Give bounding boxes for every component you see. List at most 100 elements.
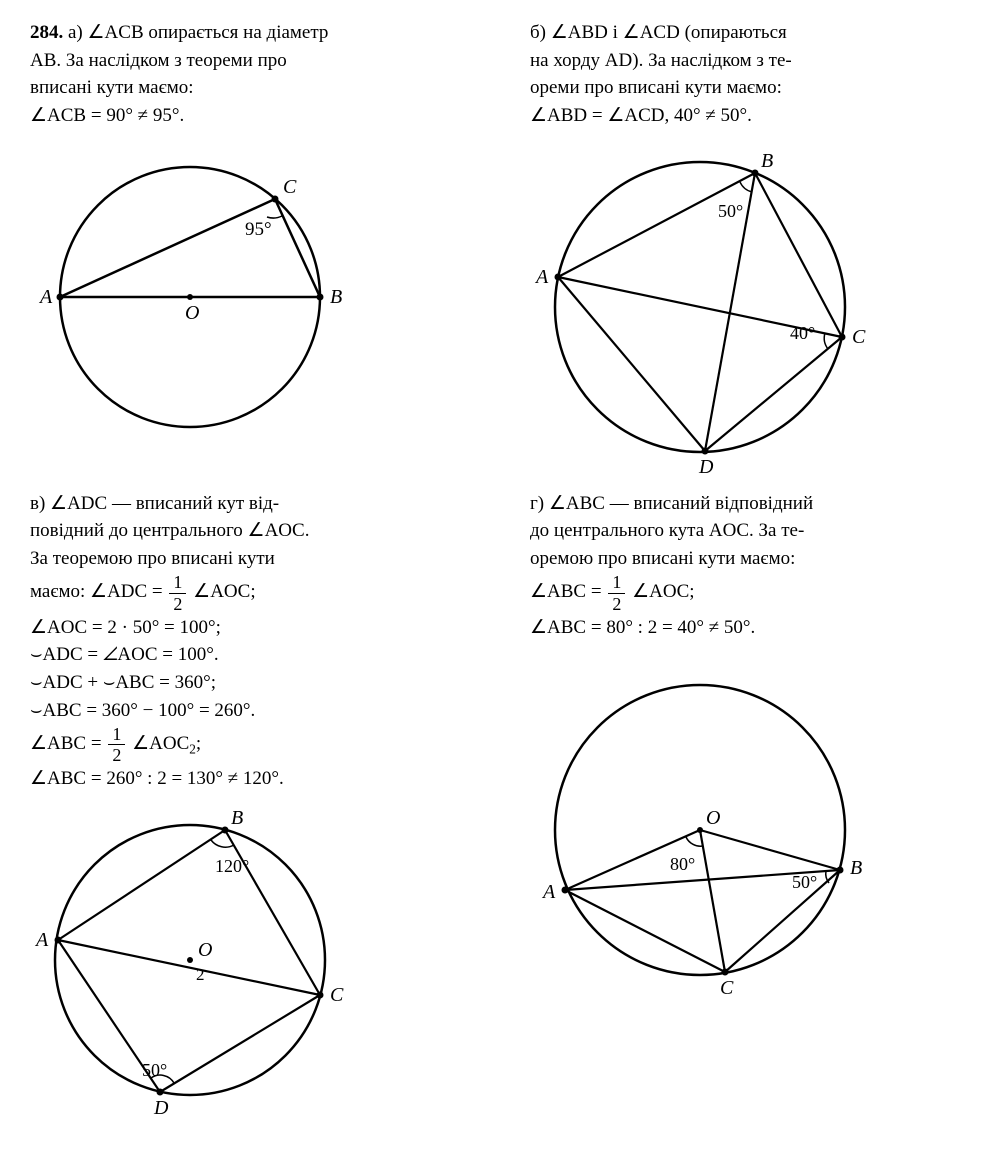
frac-den3: 2 <box>608 594 625 613</box>
b-text4: ∠ABD = ∠ACD, 40° ≠ 50°. <box>530 103 975 129</box>
frac-icon: 12 <box>169 573 186 612</box>
vpt-B <box>222 826 229 833</box>
v-text3: За теоремою про вписані кути <box>30 546 490 572</box>
vlbl-D: D <box>153 1097 169 1119</box>
vlbl-C: C <box>330 984 344 1006</box>
a-text1: а) ∠ACB опирається на діаметр <box>68 22 328 43</box>
pt-B <box>752 169 759 176</box>
vpt-O <box>187 957 193 963</box>
diagram-a-wrap: A B C O 95° <box>30 137 490 437</box>
vlbl-O: O <box>198 939 212 961</box>
point-B <box>317 293 324 300</box>
vpt-C <box>317 991 324 998</box>
sub2: 2 <box>189 742 196 757</box>
a-text4: ∠ACB = 90° ≠ 95°. <box>30 103 490 129</box>
b-BC <box>755 173 842 337</box>
vpt-D <box>157 1088 164 1095</box>
v-text2: повідний до центрального ∠AOC. <box>30 518 490 544</box>
v-text4: маємо: ∠ADC = 12 ∠AOC; <box>30 573 490 612</box>
v-AC <box>58 940 320 995</box>
v-AB <box>58 830 225 940</box>
v-l5: ∠ABC = 12 ∠AOC2; <box>30 725 490 764</box>
v-t4s: ∠AOC; <box>188 581 255 602</box>
v-l1: ∠AOC = 2 · 50° = 100°; <box>30 615 490 641</box>
line-AC <box>60 199 275 297</box>
v-l6: ∠ABC = 260° : 2 = 130° ≠ 120°. <box>30 766 490 792</box>
diagram-g: A B C O 80° 50° <box>530 660 870 1000</box>
pt-C <box>839 333 846 340</box>
b-CD <box>705 337 842 451</box>
lbl-A: A <box>534 266 549 288</box>
a-text3: вписані кути маємо: <box>30 75 490 101</box>
diagram-g-wrap: A B C O 80° 50° <box>530 660 975 1000</box>
label-A: A <box>38 286 53 308</box>
v-l4: ⌣ABC = 360° − 100° = 260°. <box>30 698 490 724</box>
frac-icon-2: 12 <box>108 725 125 764</box>
arc-C40 <box>824 333 828 349</box>
v-l5s: ∠AOC <box>127 733 189 754</box>
glbl-C: C <box>720 977 734 999</box>
ang-40: 40° <box>790 323 815 343</box>
row-v-g: в) ∠ADC — вписаний кут від- повідний до … <box>30 491 975 1134</box>
vang-120: 120° <box>215 856 249 876</box>
vlbl-A: A <box>34 929 49 951</box>
g-l1: ∠ABC = 12 ∠AOC; <box>530 573 975 612</box>
line-BC <box>275 199 320 297</box>
g-BC <box>725 870 840 972</box>
v-l5p: ∠ABC = <box>30 733 106 754</box>
g-text2: до центрального кута AOC. За те- <box>530 518 975 544</box>
frac-num: 1 <box>169 573 186 593</box>
lbl-C: C <box>852 326 866 348</box>
gpt-C <box>722 969 729 976</box>
vlbl-B: B <box>231 807 243 829</box>
g-OC <box>700 830 725 972</box>
g-text1: г) ∠ABC — вписаний відповідний <box>530 491 975 517</box>
frac-den2: 2 <box>108 745 125 764</box>
problem-number: 284. <box>30 22 63 43</box>
col-b: б) ∠ABD і ∠ACD (опираються на хорду AD).… <box>530 20 975 491</box>
arc-B50 <box>740 182 752 192</box>
pt-A <box>555 273 562 280</box>
frac-num2: 1 <box>108 725 125 745</box>
angle-label-95: 95° <box>245 219 272 240</box>
col-v: в) ∠ADC — вписаний кут від- повідний до … <box>30 491 490 1134</box>
col-g: г) ∠ABC — вписаний відповідний до центра… <box>530 491 975 1134</box>
g-l2: ∠ABC = 80° : 2 = 40° ≠ 50°. <box>530 615 975 641</box>
g-text3: оремою про вписані кути маємо: <box>530 546 975 572</box>
row-a-b: 284. а) ∠ACB опирається на діаметр AB. З… <box>30 20 975 491</box>
lbl-D: D <box>698 456 714 477</box>
gpt-O <box>697 827 703 833</box>
label-C: C <box>283 176 297 198</box>
v-l3: ⌣ADC + ⌣ABC = 360°; <box>30 670 490 696</box>
label-B: B <box>330 286 342 308</box>
frac-den: 2 <box>169 594 186 613</box>
gpt-B <box>837 867 844 874</box>
point-O <box>187 294 193 300</box>
ang-50: 50° <box>718 201 743 221</box>
glbl-O: O <box>706 807 720 829</box>
label-O: O <box>185 302 199 324</box>
point-C <box>272 195 279 202</box>
g-OB <box>700 830 840 870</box>
glbl-A: A <box>541 881 556 903</box>
glbl-B: B <box>850 857 862 879</box>
point-A <box>57 293 64 300</box>
angle-arc-C <box>267 216 282 218</box>
frac-icon-3: 12 <box>608 573 625 612</box>
diagram-v: A B C D O 2 120° 50° <box>30 800 350 1120</box>
gang-50: 50° <box>792 872 817 892</box>
gpt-A <box>562 887 569 894</box>
b-text2: на хорду AD). За наслідком з те- <box>530 48 975 74</box>
vpt-A <box>55 936 62 943</box>
vlbl-O2: 2 <box>196 965 205 984</box>
g-l1p: ∠ABC = <box>530 581 606 602</box>
diagram-v-wrap: A B C D O 2 120° 50° <box>30 800 490 1120</box>
a-text2: AB. За наслідком з теореми про <box>30 48 490 74</box>
v-BC <box>225 830 320 995</box>
diagram-b-wrap: A B C D 50° 40° <box>530 137 975 477</box>
lbl-B: B <box>761 150 773 172</box>
g-AC <box>565 890 725 972</box>
diagram-a: A B C O 95° <box>30 137 350 437</box>
v-t4p: маємо: ∠ADC = <box>30 581 167 602</box>
b-AB <box>558 173 755 277</box>
